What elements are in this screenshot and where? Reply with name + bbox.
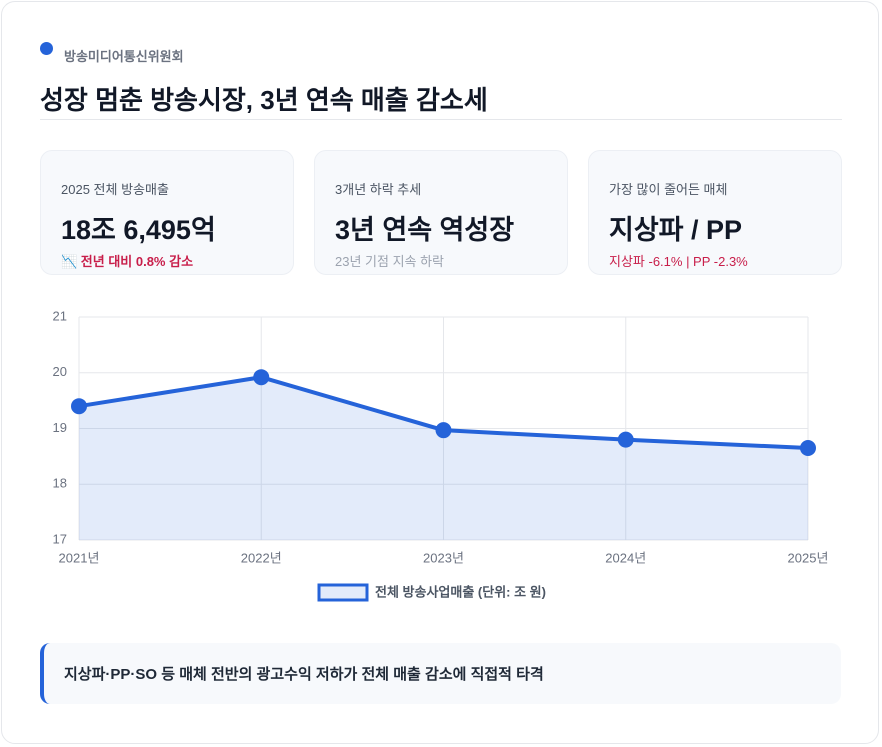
stat-value: 18조 6,495억 — [61, 215, 216, 245]
point — [617, 431, 634, 448]
x-tick-label: 2023년 — [423, 550, 464, 565]
point — [71, 398, 87, 415]
stat-note: 📉 전년 대비 0.8% 감소 — [61, 254, 194, 269]
stat-card: 가장 많이 줄어든 매체 지상파 / PP 지상파 -6.1% | PP -2.… — [588, 150, 842, 275]
point — [435, 422, 452, 439]
stat-value: 3년 연속 역성장 — [335, 215, 515, 245]
stat-card: 3개년 하락 추세 3년 연속 역성장 23년 기점 지속 하락 — [314, 150, 568, 275]
note: 지상파·PP·SO 등 매체 전반의 광고수익 저하가 전체 매출 감소에 직접… — [40, 643, 841, 704]
point — [800, 440, 816, 457]
x-tick-label: 2022년 — [241, 550, 282, 565]
legend-label: 전체 방송사업매출 (단위: 조 원) — [375, 584, 546, 599]
stat-card: 2025 전체 방송매출 18조 6,495억 📉 전년 대비 0.8% 감소 — [40, 150, 294, 275]
stat-note: 지상파 -6.1% | PP -2.3% — [609, 254, 748, 269]
y-tick-label: 18 — [53, 476, 67, 491]
y-tick-label: 21 — [53, 308, 67, 323]
stat-label: 3개년 하락 추세 — [335, 182, 422, 197]
title: 성장 멈춘 방송시장, 3년 연속 매출 감소세 — [40, 85, 488, 115]
stat-value: 지상파 / PP — [609, 215, 743, 245]
legend-swatch — [317, 583, 369, 602]
area — [79, 377, 808, 540]
stat-note: 23년 기점 지속 하락 — [335, 254, 445, 269]
x-tick-label: 2024년 — [605, 550, 646, 565]
x-tick-label: 2021년 — [59, 550, 100, 565]
stat-label: 가장 많이 줄어든 매체 — [609, 182, 728, 197]
point — [253, 369, 270, 386]
y-tick-label: 19 — [53, 420, 67, 435]
source: 방송미디어통신위원회 — [64, 49, 184, 64]
source-dot — [40, 42, 53, 55]
y-tick-label: 17 — [53, 531, 67, 546]
x-tick-label: 2025년 — [788, 550, 829, 565]
divider — [40, 119, 842, 120]
y-tick-label: 20 — [53, 364, 67, 379]
stat-label: 2025 전체 방송매출 — [61, 182, 169, 197]
